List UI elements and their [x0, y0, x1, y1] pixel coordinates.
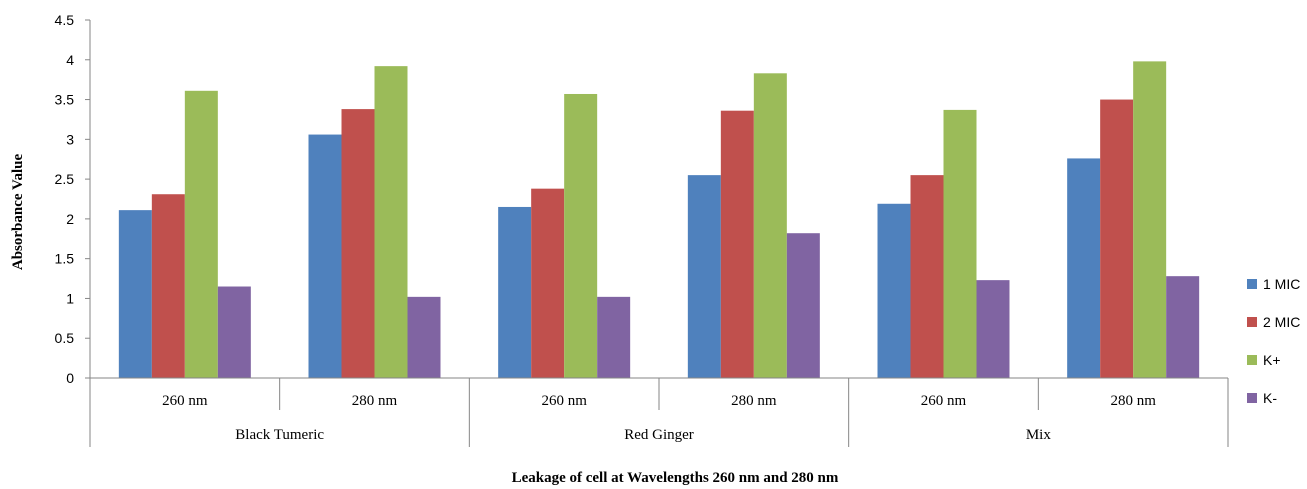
y-axis: 0 0.5 1 1.5 2 2.5 3 3.5 4 4.5 [55, 12, 91, 386]
bar-1-mic-2 [498, 206, 532, 378]
group-label: Red Ginger [624, 427, 694, 443]
subcategory-label: 280 nm [731, 393, 777, 409]
bar-k--3 [753, 73, 787, 379]
y-axis-title: Absorbance Value [10, 154, 26, 271]
bar-1-mic-0 [118, 210, 152, 378]
bar-k--5 [1133, 61, 1167, 378]
bar-k--5 [1166, 276, 1200, 378]
y-tick-label: 4.5 [55, 12, 75, 28]
subcategory-label: 260 nm [541, 393, 587, 409]
y-tick-label: 2 [66, 211, 74, 227]
x-axis-title: Leakage of cell at Wavelengths 260 nm an… [512, 470, 839, 486]
y-tick-label: 2.5 [55, 171, 75, 187]
bar-2-mic-2 [531, 188, 565, 378]
bar-k--1 [407, 296, 441, 378]
bar-2-mic-1 [341, 109, 375, 378]
legend-swatch [1247, 317, 1257, 327]
subcategory-label: 260 nm [162, 393, 208, 409]
bar-1-mic-4 [877, 203, 911, 378]
group-label: Mix [1026, 427, 1052, 443]
bars [118, 61, 1200, 379]
legend-label: K+ [1263, 352, 1281, 368]
bar-2-mic-3 [720, 110, 754, 379]
y-tick-label: 4 [66, 52, 74, 68]
legend-label: 1 MIC [1263, 276, 1300, 292]
x-axis: 260 nm 280 nm Black Tumeric 260 nm 280 nm Red… [89, 377, 1229, 447]
group-label: Black Tumeric [235, 427, 324, 443]
bar-k--3 [786, 233, 820, 378]
legend-swatch [1247, 279, 1257, 289]
legend-swatch [1247, 355, 1257, 365]
subcategory-label: 280 nm [352, 393, 398, 409]
legend-label: 2 MIC [1263, 314, 1300, 330]
subcategory-label: 260 nm [921, 393, 967, 409]
bar-2-mic-5 [1100, 99, 1134, 379]
legend-swatch [1247, 393, 1257, 403]
bar-2-mic-0 [151, 194, 185, 378]
y-tick-label: 3 [66, 131, 74, 147]
bar-k--4 [976, 280, 1010, 378]
bar-k--2 [564, 93, 598, 378]
bar-k--2 [597, 296, 631, 378]
bar-k--0 [184, 90, 218, 378]
bar-1-mic-1 [308, 134, 342, 378]
bar-k--4 [943, 109, 977, 379]
y-tick-label: 0.5 [55, 330, 75, 346]
y-tick-label: 1.5 [55, 251, 75, 267]
subcategory-label: 280 nm [1110, 393, 1156, 409]
bar-k--0 [217, 286, 251, 378]
y-tick-label: 3.5 [55, 92, 75, 108]
y-tick-label: 0 [66, 370, 74, 386]
bar-1-mic-5 [1067, 158, 1101, 378]
legend: 1 MIC 2 MIC K+ K- [1247, 276, 1300, 406]
y-tick-label: 1 [66, 290, 74, 306]
bar-2-mic-4 [910, 175, 944, 378]
bar-k--1 [374, 66, 408, 379]
bar-1-mic-3 [687, 175, 721, 378]
legend-label: K- [1263, 390, 1277, 406]
